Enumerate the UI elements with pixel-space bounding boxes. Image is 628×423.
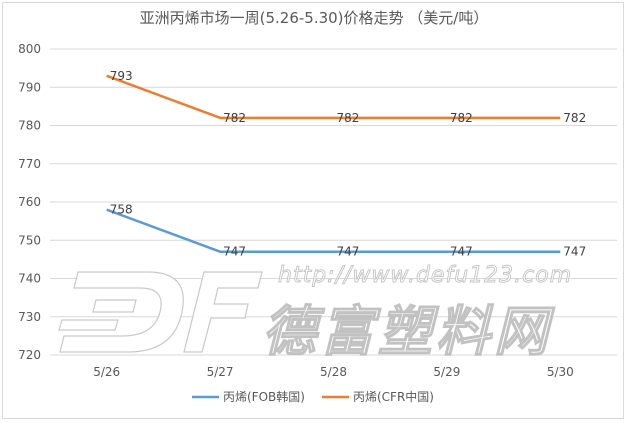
data-label: 747 <box>223 245 246 259</box>
data-label: 782 <box>223 111 246 125</box>
data-label: 747 <box>450 245 473 259</box>
chart-title: 亚洲丙烯市场一周(5.26-5.30)价格走势 （美元/吨） <box>140 9 489 27</box>
legend: 丙烯(FOB韩国) 丙烯(CFR中国) <box>192 389 434 404</box>
data-label: 782 <box>337 111 360 125</box>
y-tick-label: 730 <box>18 310 41 324</box>
legend-label: 丙烯(CFR中国) <box>353 389 434 404</box>
y-tick-label: 770 <box>18 157 41 171</box>
y-tick-label: 780 <box>18 119 41 133</box>
y-tick-label: 750 <box>18 233 41 247</box>
legend-label: 丙烯(FOB韩国) <box>223 389 305 404</box>
y-tick-label: 760 <box>18 195 41 209</box>
data-label: 793 <box>110 69 133 83</box>
y-tick-label: 790 <box>18 80 41 94</box>
x-tick-label: 5/28 <box>320 365 347 379</box>
data-label: 782 <box>563 111 586 125</box>
x-tick-label: 5/29 <box>433 365 460 379</box>
data-label: 758 <box>110 203 133 217</box>
data-label: 747 <box>563 245 586 259</box>
watermark-emblem <box>58 271 263 353</box>
data-label: 782 <box>450 111 473 125</box>
watermark-logo: http://www.defu123.com 德富塑料网 <box>58 263 572 364</box>
gridlines <box>50 48 617 356</box>
y-tick-label: 800 <box>18 42 41 56</box>
watermark-name: 德富塑料网 <box>262 300 556 363</box>
series-lines <box>106 74 561 253</box>
series-line-1 <box>106 208 561 253</box>
data-label: 747 <box>337 245 360 259</box>
data-labels: 758 747 747 747 747 793 782 782 782 782 <box>110 69 587 259</box>
x-axis-ticks: 5/26 5/27 5/28 5/29 5/30 <box>93 365 574 379</box>
x-tick-label: 5/27 <box>207 365 234 379</box>
y-tick-label: 720 <box>18 348 41 362</box>
y-tick-label: 740 <box>18 272 41 286</box>
y-axis-ticks: 720 730 740 750 760 770 780 790 800 <box>18 42 41 362</box>
series-line-2 <box>106 74 561 120</box>
x-tick-label: 5/26 <box>93 365 120 379</box>
watermark-url: http://www.defu123.com <box>278 263 572 288</box>
x-tick-label: 5/30 <box>547 365 574 379</box>
